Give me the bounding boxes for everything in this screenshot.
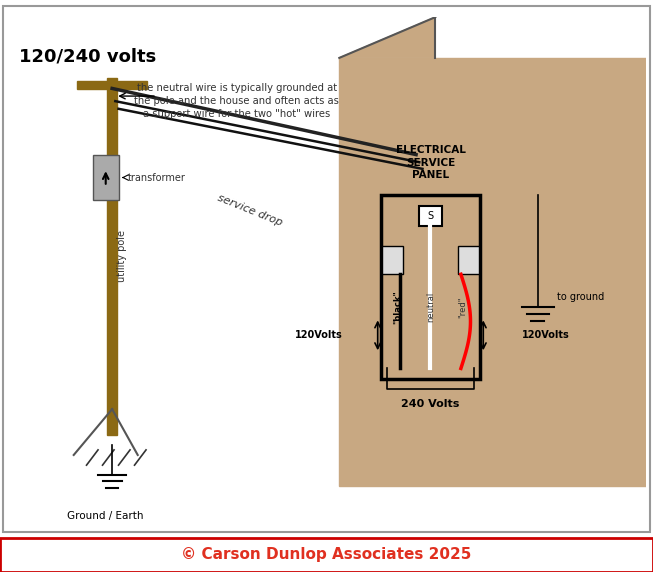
Bar	[77, 81, 148, 89]
Bar	[107, 78, 118, 435]
Polygon shape	[340, 17, 436, 58]
Bar	[381, 195, 480, 379]
Text: transformer: transformer	[128, 173, 186, 182]
Text: © Carson Dunlop Associates 2025: © Carson Dunlop Associates 2025	[182, 547, 471, 562]
Bar	[382, 246, 403, 274]
Text: Ground / Earth: Ground / Earth	[67, 511, 144, 521]
Text: to ground: to ground	[557, 292, 604, 302]
Bar	[93, 154, 119, 200]
Text: ELECTRICAL
SERVICE
PANEL: ELECTRICAL SERVICE PANEL	[396, 145, 466, 180]
Polygon shape	[340, 58, 646, 486]
Text: 120/240 volts: 120/240 volts	[20, 47, 157, 66]
Bar	[419, 205, 442, 226]
Text: "black": "black"	[394, 291, 403, 324]
Text: 120Volts: 120Volts	[522, 331, 569, 340]
Text: 240 Volts: 240 Volts	[402, 399, 460, 409]
Bar	[458, 246, 479, 274]
Text: utility pole: utility pole	[117, 231, 127, 283]
Text: neutral: neutral	[426, 292, 435, 323]
Text: S: S	[428, 210, 434, 221]
Text: 120Volts: 120Volts	[295, 331, 342, 340]
Text: "red": "red"	[458, 297, 468, 318]
Text: the neutral wire is typically grounded at
the pole and the house and often acts : the neutral wire is typically grounded a…	[135, 83, 340, 120]
Text: service drop: service drop	[215, 193, 283, 228]
